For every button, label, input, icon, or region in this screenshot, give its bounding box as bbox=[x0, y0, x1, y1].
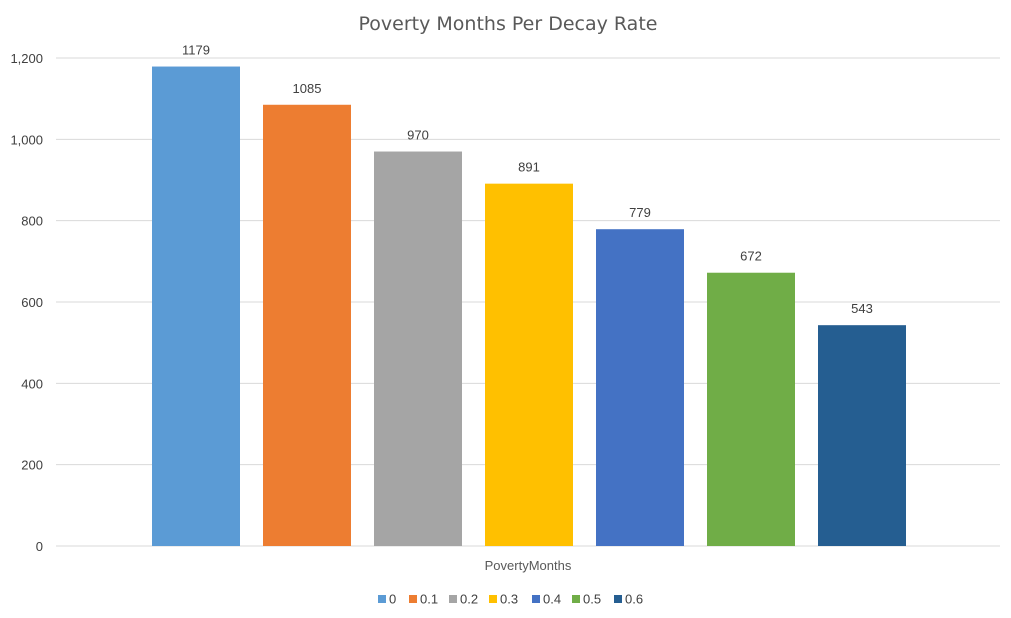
legend-label: 0.5 bbox=[583, 592, 601, 607]
legend-swatch bbox=[409, 595, 417, 603]
chart-title: Poverty Months Per Decay Rate bbox=[359, 13, 658, 35]
y-tick-label: 0 bbox=[36, 539, 43, 554]
legend-item: 0.1 bbox=[409, 592, 438, 607]
legend-swatch bbox=[532, 595, 540, 603]
y-tick-label: 1,000 bbox=[10, 132, 43, 147]
y-tick-label: 600 bbox=[21, 295, 43, 310]
legend-label: 0.3 bbox=[500, 592, 518, 607]
y-tick-label: 800 bbox=[21, 214, 43, 229]
legend-swatch bbox=[378, 595, 386, 603]
bars bbox=[152, 66, 906, 547]
legend-swatch bbox=[572, 595, 580, 603]
y-tick-label: 1,200 bbox=[10, 51, 43, 66]
data-label: 970 bbox=[407, 128, 429, 143]
bar-series-0-2 bbox=[374, 151, 462, 547]
legend-item: 0.5 bbox=[572, 592, 601, 607]
legend-item: 0.4 bbox=[532, 592, 561, 607]
legend-label: 0.6 bbox=[625, 592, 643, 607]
legend-label: 0.1 bbox=[420, 592, 438, 607]
data-label: 891 bbox=[518, 160, 540, 175]
legend-swatch bbox=[449, 595, 457, 603]
bar-series-0-3 bbox=[485, 183, 573, 546]
legend-item: 0.3 bbox=[489, 592, 518, 607]
data-label: 1179 bbox=[182, 43, 210, 58]
y-axis-ticks: 0 200 400 600 800 1,000 1,200 bbox=[10, 51, 43, 554]
legend-item: 0.6 bbox=[614, 592, 643, 607]
y-tick-label: 400 bbox=[21, 376, 43, 391]
data-label: 779 bbox=[629, 205, 651, 220]
data-label: 543 bbox=[851, 301, 873, 316]
legend-item: 0 bbox=[378, 592, 396, 607]
legend-swatch bbox=[614, 595, 622, 603]
bar-series-0 bbox=[152, 66, 240, 546]
legend-item: 0.2 bbox=[449, 592, 478, 607]
data-labels: 1179 1085 970 891 779 672 543 bbox=[182, 43, 873, 317]
data-label: 1085 bbox=[293, 81, 322, 96]
legend-label: 0.4 bbox=[543, 592, 561, 607]
bar-series-0-4 bbox=[596, 229, 684, 546]
legend-label: 0 bbox=[389, 592, 396, 607]
data-label: 672 bbox=[740, 249, 762, 264]
legend: 0 0.1 0.2 0.3 0.4 0.5 0.6 bbox=[378, 592, 643, 607]
legend-label: 0.2 bbox=[460, 592, 478, 607]
x-category-label: PovertyMonths bbox=[485, 558, 572, 573]
bar-series-0-6 bbox=[818, 325, 906, 546]
y-tick-label: 200 bbox=[21, 458, 43, 473]
legend-swatch bbox=[489, 595, 497, 603]
bar-series-0-1 bbox=[263, 104, 351, 547]
bar-series-0-5 bbox=[707, 272, 795, 546]
